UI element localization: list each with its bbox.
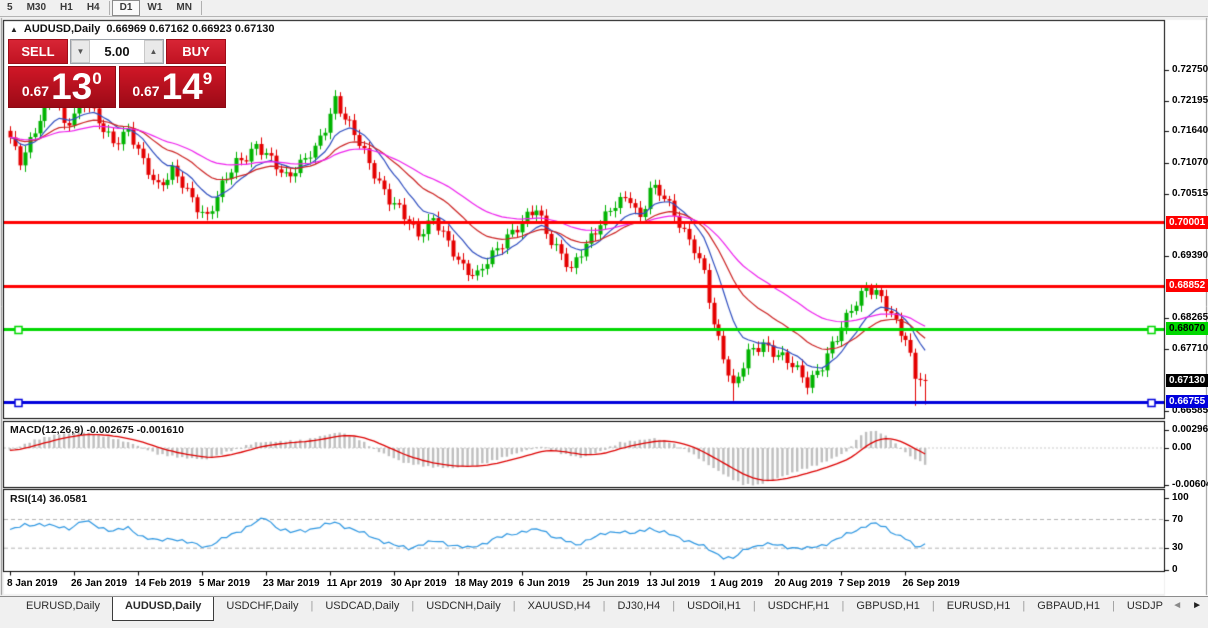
price-level-label: 0.68852 [1166,279,1208,293]
buy-button[interactable]: BUY [166,39,226,64]
buy-price-display[interactable]: 0.67 14 9 [118,66,226,108]
date-tick-label: 5 Mar 2019 [198,578,251,589]
tab-separator: | [1022,600,1026,612]
buy-price-big: 14 [161,66,203,107]
chart-tab-eurusd-h1[interactable]: EURUSD,H1 [946,600,1011,612]
chart-tab-bar: EURUSD,Daily AUDUSD,Daily USDCHF,Daily | USD… [0,596,1208,628]
date-tick-label: 20 Aug 2019 [774,578,833,589]
chart-tab-usdoil-h1[interactable]: USDOil,H1 [687,600,741,612]
macd-tick-label: 0.00 [1172,442,1192,453]
date-tick-label: 13 Jul 2019 [646,578,700,589]
chart-tab-audusd-daily[interactable]: AUDUSD,Daily [111,597,215,621]
date-tick-label: 26 Sep 2019 [902,578,960,589]
timeframe-toolbar: 5 M30 H1 H4 D1 W1 MN [0,0,1208,17]
tab-separator: | [752,600,756,612]
price-tick-label: 0.71640 [1172,125,1208,137]
one-click-trade-panel: SELL ▼ 5.00 ▲ BUY 0.67 13 0 0.67 14 9 [8,39,226,108]
chart-header: ▲ AUDUSD,Daily 0.66969 0.67162 0.66923 0… [10,23,275,35]
price-level-label: 0.70001 [1166,215,1208,229]
rsi-tick-label: 30 [1172,542,1184,554]
date-tick-label: 7 Sep 2019 [838,578,891,589]
tab-separator: | [411,600,415,612]
date-tick-label: 14 Feb 2019 [134,578,192,589]
date-tick-label: 30 Apr 2019 [390,578,447,589]
price-level-label: 0.66755 [1166,395,1208,409]
date-tick-label: 8 Jan 2019 [7,578,58,589]
current-price-label: 0.67130 [1166,374,1208,388]
tab-separator: | [310,600,314,612]
price-level-label: 0.68070 [1166,322,1208,336]
rsi-tick-label: 0 [1172,563,1178,575]
chart-tab-usdchf-daily[interactable]: USDCHF,Daily [226,600,299,612]
chart-ohlc-values: 0.66969 0.67162 0.66923 0.67130 [106,23,275,35]
date-tick-label: 6 Jun 2019 [518,578,570,589]
price-tick-label: 0.72750 [1172,64,1208,75]
sell-price-big: 13 [51,66,93,107]
price-tick-label: 0.68265 [1172,312,1208,324]
timeframe-button-d1[interactable]: D1 [111,0,141,16]
chart-tab-dj30-h4[interactable]: DJ30,H4 [617,600,661,612]
chart-tab-xauusd-h4[interactable]: XAUUSD,H4 [527,600,591,612]
macd-tick-label: -0.006047 [1172,478,1208,490]
macd-tick-label: 0.002968 [1172,424,1208,435]
timeframe-button-h1[interactable]: H1 [60,2,73,13]
tab-scroll-left-icon[interactable]: ◄ [1172,600,1183,611]
tab-separator: | [841,600,845,612]
date-tick-label: 1 Aug 2019 [710,578,763,589]
timeframe-button-mn[interactable]: MN [176,2,192,13]
chart-tab-gbpusd-h1[interactable]: GBPUSD,H1 [856,600,920,612]
price-tick-label: 0.70515 [1172,187,1208,199]
timeframe-button-m30[interactable]: M30 [26,2,47,13]
volume-decrease-icon[interactable]: ▼ [71,40,90,63]
sell-price-prefix: 0.67 [21,83,50,99]
sell-price-display[interactable]: 0.67 13 0 [8,66,116,108]
chart-tab-eurusd-daily[interactable]: EURUSD,Daily [26,600,100,612]
volume-stepper: ▼ 5.00 ▲ [70,39,164,64]
timeframe-button-h4[interactable]: H4 [86,2,100,13]
price-tick-label: 0.72195 [1172,94,1208,106]
tab-scroll-right-icon[interactable]: ► [1192,600,1202,611]
tab-separator: | [672,600,676,612]
price-tick-label: 0.67710 [1172,342,1208,354]
rsi-label: RSI(14) 36.0581 [10,493,88,505]
tab-separator: | [931,600,935,612]
tab-separator: | [512,600,516,612]
volume-input[interactable]: 5.00 [90,40,144,63]
chart-tab-usdcnh-daily[interactable]: USDCNH,Daily [426,600,501,612]
price-tick-label: 0.69390 [1172,249,1208,261]
date-tick-label: 18 May 2019 [454,578,514,589]
chart-tab-gbpaud-h1[interactable]: GBPAUD,H1 [1037,600,1100,612]
date-tick-label: 11 Apr 2019 [326,578,383,589]
chart-tab-usdcad-daily[interactable]: USDCAD,Daily [325,600,400,612]
date-tick-label: 26 Jan 2019 [70,578,128,589]
buy-price-pip: 9 [202,69,213,88]
price-tick-label: 0.66585 [1172,404,1208,416]
collapse-triangle-icon[interactable]: ▲ [10,24,18,34]
tab-separator: | [602,600,606,612]
rsi-tick-label: 100 [1172,492,1189,503]
timeframe-button-w1[interactable]: W1 [147,2,163,13]
chart-symbol-title: AUDUSD,Daily [23,23,101,35]
date-tick-label: 25 Jun 2019 [582,578,640,589]
rsi-tick-label: 70 [1172,513,1184,525]
volume-increase-icon[interactable]: ▲ [144,40,163,63]
buy-price-prefix: 0.67 [132,83,160,99]
timeframe-button-5[interactable]: 5 [7,2,13,13]
macd-label: MACD(12,26,9) -0.002675 -0.001610 [10,424,184,436]
sell-button[interactable]: SELL [8,39,68,64]
tab-separator: | [1111,600,1115,612]
sell-price-pip: 0 [92,69,102,88]
chart-tab-usdchf-h1[interactable]: USDCHF,H1 [767,600,830,612]
date-tick-label: 23 Mar 2019 [262,578,320,589]
price-tick-label: 0.71070 [1172,156,1208,168]
chart-tab-usdjp[interactable]: USDJP [1126,600,1163,612]
